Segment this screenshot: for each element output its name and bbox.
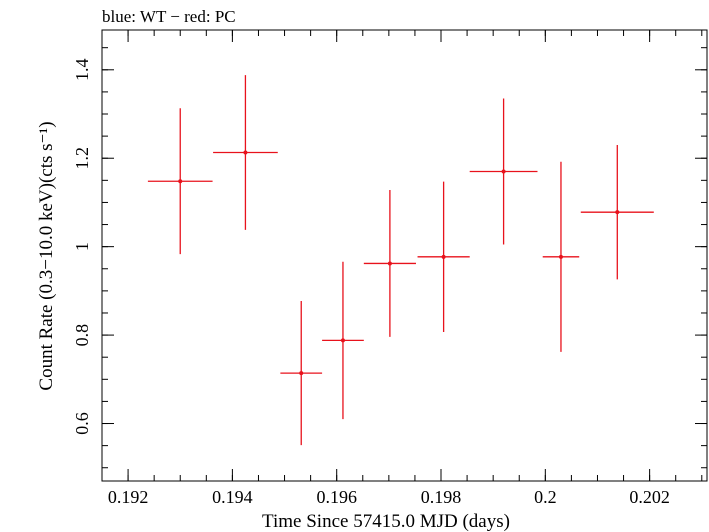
y-axis: 0.6 0.8 1 1.2 1.4 <box>72 47 707 469</box>
data-point <box>280 301 323 446</box>
data-point <box>322 261 364 420</box>
x-tick-label: 0.202 <box>629 487 670 507</box>
y-axis-label: Count Rate (0.3−10.0 keV)(cts s⁻¹) <box>36 121 57 390</box>
data-marker <box>501 169 506 174</box>
data-series <box>147 75 654 446</box>
x-axis: 0.192 0.194 0.196 0.198 0.2 0.202 <box>101 30 703 507</box>
data-marker <box>178 179 183 184</box>
data-marker <box>243 150 248 155</box>
x-axis-label: Time Since 57415.0 MJD (days) <box>262 511 510 532</box>
data-marker <box>558 254 563 259</box>
plot-frame <box>101 29 708 482</box>
y-tick-label: 0.8 <box>72 324 92 347</box>
chart-title: blue: WT − red: PC <box>102 7 236 26</box>
x-tick-label: 0.194 <box>212 487 253 507</box>
data-marker <box>299 371 304 376</box>
data-marker <box>441 254 446 259</box>
data-point <box>542 161 580 352</box>
data-marker <box>615 210 620 215</box>
y-tick-label: 1.2 <box>72 147 92 170</box>
x-tick-label: 0.192 <box>108 487 149 507</box>
data-point <box>363 190 416 337</box>
x-tick-label: 0.2 <box>534 487 557 507</box>
data-point <box>469 98 538 245</box>
y-tick-label: 1 <box>72 242 92 251</box>
data-point <box>147 108 213 255</box>
data-point <box>213 75 278 230</box>
data-point <box>417 181 470 332</box>
data-marker <box>387 261 392 266</box>
y-tick-label: 0.6 <box>72 412 92 435</box>
data-point <box>580 144 654 280</box>
x-tick-label: 0.196 <box>316 487 357 507</box>
x-tick-label: 0.198 <box>421 487 462 507</box>
data-marker <box>340 338 345 343</box>
y-tick-label: 1.4 <box>72 59 92 82</box>
